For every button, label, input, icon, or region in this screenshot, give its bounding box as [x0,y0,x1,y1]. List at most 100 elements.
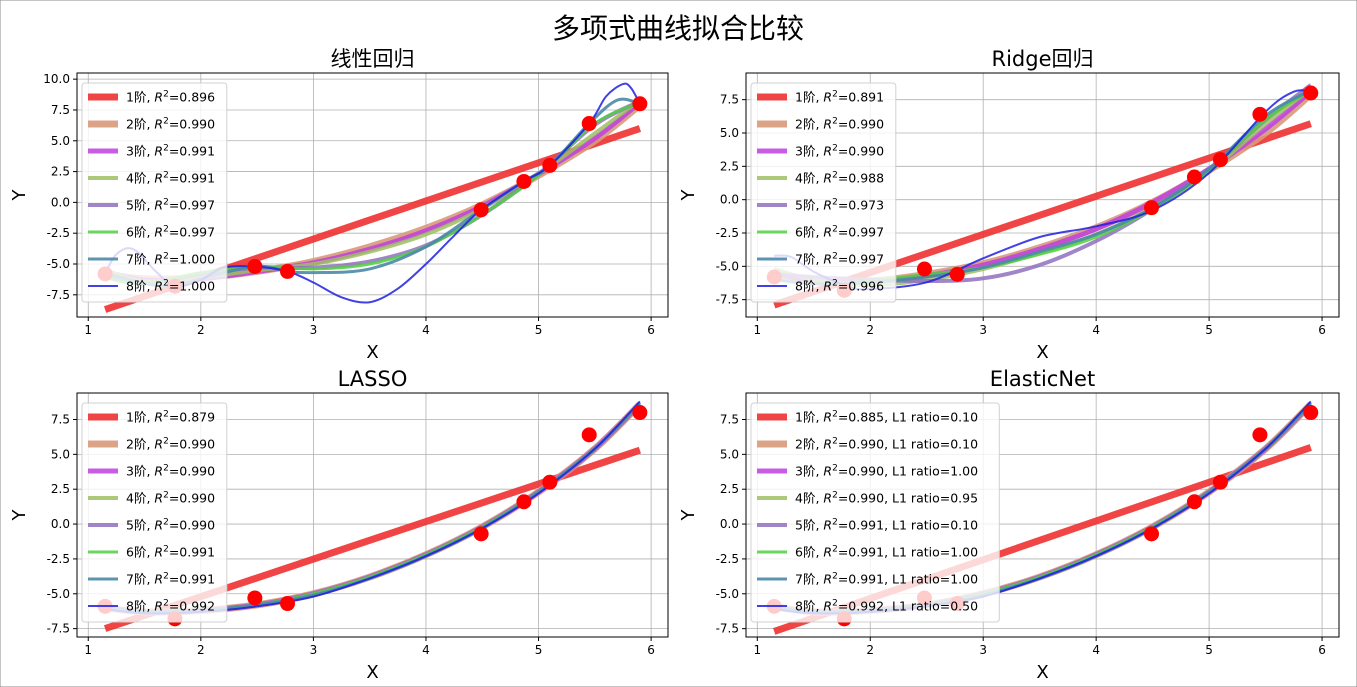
data-point [1212,474,1228,490]
legend-item-degree-5: 5阶, R2=0.990 [88,518,215,533]
subplots: 1 2 3 4 5 6-7.5-5.0-2.50.02.55.07.510.01阶, R2… [9,47,1340,683]
y-tick-label: 5.0 [51,134,70,148]
y-axis-label: Y [9,189,30,202]
legend-item-degree-6: 6阶, R2=0.991, L1 ratio=1.00 [757,545,978,560]
legend-label: 8阶, R2=0.992 [126,599,215,614]
y-tick-label: 7.5 [51,412,70,426]
legend-frame [750,82,897,303]
data-point [516,494,532,510]
legend-label: 3阶, R2=0.990 [126,464,215,479]
y-tick-label: 5.0 [51,447,70,461]
legend-label: 5阶, R2=0.973 [795,198,884,213]
legend-frame [81,82,228,303]
legend-label: 1阶, R2=0.896 [126,90,215,105]
legend-label: 7阶, R2=0.991, L1 ratio=1.00 [795,572,978,587]
y-tick-label: -2.5 [716,226,739,240]
data-point [1143,200,1159,216]
y-tick-label: 0.0 [51,195,70,209]
x-axis-label: X [1036,342,1048,363]
legend-item-degree-8: 8阶, R2=0.992, L1 ratio=0.50 [757,599,978,614]
data-point [1186,169,1202,185]
legend-label: 8阶, R2=0.996 [795,279,884,294]
legend: 1阶, R2=0.896 2阶, R2=0.990 3阶, R2=0.991 4阶, … [81,82,228,303]
x-tick-label: 6 [1318,323,1326,337]
data-point [280,596,296,612]
data-point [581,116,597,132]
y-tick-label: -7.5 [47,622,70,636]
data-point [280,263,296,279]
y-tick-label: 7.5 [720,412,739,426]
x-tick-label: 5 [535,643,543,657]
legend-label: 2阶, R2=0.990 [126,437,215,452]
legend-label: 1阶, R2=0.885, L1 ratio=0.10 [795,410,978,425]
subplot-title: Ridge回归 [991,47,1093,71]
x-tick-label: 5 [535,323,543,337]
x-axis-label: X [366,662,378,683]
x-tick-label: 1 [84,323,92,337]
legend-item-degree-3: 3阶, R2=0.990, L1 ratio=1.00 [757,464,978,479]
legend-item-degree-3: 3阶, R2=0.991 [88,144,215,159]
legend-item-degree-4: 4阶, R2=0.988 [757,171,884,186]
data-point [1186,494,1202,510]
y-tick-label: -2.5 [716,552,739,566]
x-tick-label: 2 [866,323,874,337]
y-tick-label: 0.0 [51,517,70,531]
legend: 1阶, R2=0.885, L1 ratio=0.10 2阶, R2=0.990,… [750,402,1000,623]
y-tick-label: 0.0 [720,517,739,531]
axes-frame [745,72,1340,318]
legend-item-degree-1: 1阶, R2=0.891 [757,90,884,105]
x-tick-label: 3 [310,643,318,657]
x-tick-label: 5 [1205,323,1213,337]
legend-label: 6阶, R2=0.991, L1 ratio=1.00 [795,545,978,560]
legend-label: 7阶, R2=1.000 [126,252,215,267]
x-tick-label: 3 [310,323,318,337]
legend-label: 2阶, R2=0.990 [126,117,215,132]
legend-label: 6阶, R2=0.991 [126,545,215,560]
legend-item-degree-2: 2阶, R2=0.990, L1 ratio=0.10 [757,437,978,452]
y-axis-label: Y [9,509,30,522]
y-tick-label: -7.5 [716,293,739,307]
data-point [473,526,489,542]
y-tick-label: -7.5 [716,622,739,636]
y-tick-label: -2.5 [47,226,70,240]
subplot-title: LASSO [338,367,408,391]
x-axis-label: X [1036,662,1048,683]
legend-item-degree-6: 6阶, R2=0.997 [757,225,884,240]
x-tick-label: 4 [422,323,430,337]
legend-item-degree-8: 8阶, R2=0.996 [757,279,884,294]
data-point [473,202,489,218]
legend-item-degree-5: 5阶, R2=0.997 [88,198,215,213]
legend-item-degree-4: 4阶, R2=0.990 [88,491,215,506]
legend-item-degree-5: 5阶, R2=0.973 [757,198,884,213]
legend-label: 5阶, R2=0.991, L1 ratio=0.10 [795,518,978,533]
x-axis-label: X [366,342,378,363]
y-tick-label: 7.5 [51,103,70,117]
y-tick-label: -2.5 [47,552,70,566]
data-point [1252,106,1268,122]
data-point [632,96,648,112]
legend-item-degree-7: 7阶, R2=0.991 [88,572,215,587]
subplot-title: ElasticNet [990,367,1095,391]
data-point [632,405,648,421]
legend-label: 7阶, R2=0.997 [795,252,884,267]
y-tick-label: 5.0 [720,126,739,140]
subplot-elasticnet: 1 2 3 4 5 6 -7.5 -5.0 -2.5 0.0 2.5 5.0 7.5 1阶, R2=0.8… [678,367,1340,683]
y-tick-label: 2.5 [720,482,739,496]
x-tick-label: 2 [197,323,205,337]
legend-item-degree-6: 6阶, R2=0.997 [88,225,215,240]
data-point [247,590,263,606]
legend-label: 8阶, R2=1.000 [126,279,215,294]
x-tick-label: 1 [753,323,761,337]
legend-label: 2阶, R2=0.990 [795,117,884,132]
data-point [516,173,532,189]
y-tick-label: 10.0 [43,72,70,86]
y-tick-label: -5.0 [716,259,739,273]
y-tick-label: -5.0 [716,587,739,601]
axes-frame [76,72,669,318]
data-point [1303,85,1319,101]
data-point [1143,526,1159,542]
x-tick-label: 1 [84,643,92,657]
legend-label: 5阶, R2=0.990 [126,518,215,533]
x-tick-label: 3 [979,643,987,657]
legend-label: 2阶, R2=0.990, L1 ratio=0.10 [795,437,978,452]
